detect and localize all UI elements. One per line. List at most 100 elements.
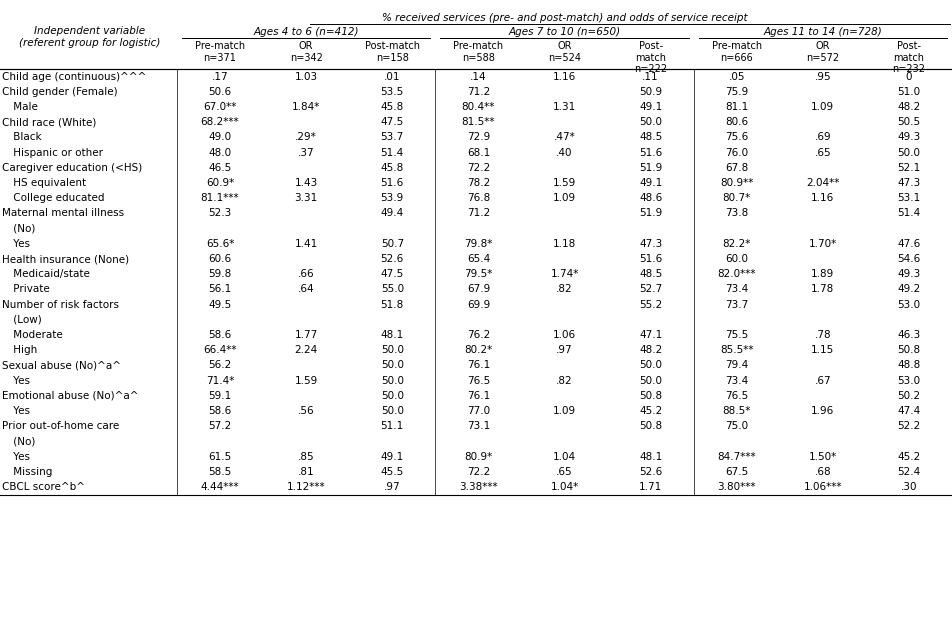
Text: 45.8: 45.8 (381, 102, 404, 112)
Text: 3.80***: 3.80*** (718, 482, 756, 492)
Text: Child gender (Female): Child gender (Female) (2, 87, 118, 97)
Text: Post-match
n=158: Post-match n=158 (365, 41, 420, 62)
Text: 51.6: 51.6 (639, 148, 663, 158)
Text: .82: .82 (556, 284, 573, 294)
Text: 45.5: 45.5 (381, 467, 404, 477)
Text: 76.8: 76.8 (466, 193, 490, 203)
Text: Pre-match
n=588: Pre-match n=588 (453, 41, 504, 62)
Text: 49.3: 49.3 (898, 132, 921, 142)
Text: 1.04: 1.04 (553, 451, 576, 462)
Text: 51.6: 51.6 (639, 254, 663, 264)
Text: Male: Male (10, 102, 38, 112)
Text: 50.2: 50.2 (898, 391, 921, 401)
Text: .69: .69 (815, 132, 831, 142)
Text: 82.2*: 82.2* (723, 239, 751, 249)
Text: 73.8: 73.8 (725, 208, 748, 219)
Text: 65.4: 65.4 (466, 254, 490, 264)
Text: 76.0: 76.0 (725, 148, 748, 158)
Text: Emotional abuse (No)^a^: Emotional abuse (No)^a^ (2, 391, 138, 401)
Text: 67.5: 67.5 (725, 467, 748, 477)
Text: 52.4: 52.4 (898, 467, 921, 477)
Text: Yes: Yes (10, 239, 30, 249)
Text: .64: .64 (298, 284, 314, 294)
Text: 75.0: 75.0 (725, 421, 748, 431)
Text: 79.8*: 79.8* (465, 239, 492, 249)
Text: 61.5: 61.5 (208, 451, 231, 462)
Text: 79.4: 79.4 (725, 360, 748, 370)
Text: 80.6: 80.6 (725, 117, 748, 127)
Text: 1.03: 1.03 (294, 71, 318, 82)
Text: .17: .17 (211, 71, 228, 82)
Text: Yes: Yes (10, 451, 30, 462)
Text: Ages 11 to 14 (n=728): Ages 11 to 14 (n=728) (764, 27, 883, 37)
Text: 76.5: 76.5 (466, 376, 490, 386)
Text: Ages 4 to 6 (n=412): Ages 4 to 6 (n=412) (253, 27, 359, 37)
Text: 1.16: 1.16 (553, 71, 576, 82)
Text: 73.4: 73.4 (725, 376, 748, 386)
Text: 1.74*: 1.74* (550, 269, 579, 279)
Text: Child age (continuous)^^^: Child age (continuous)^^^ (2, 71, 147, 82)
Text: 52.3: 52.3 (208, 208, 231, 219)
Text: 49.1: 49.1 (639, 102, 663, 112)
Text: 82.0***: 82.0*** (718, 269, 756, 279)
Text: 47.5: 47.5 (381, 117, 404, 127)
Text: 60.0: 60.0 (725, 254, 748, 264)
Text: 4.44***: 4.44*** (201, 482, 239, 492)
Text: 52.6: 52.6 (639, 467, 663, 477)
Text: 75.6: 75.6 (725, 132, 748, 142)
Text: 1.59: 1.59 (553, 178, 576, 188)
Text: 53.5: 53.5 (381, 87, 404, 97)
Text: 50.8: 50.8 (639, 391, 663, 401)
Text: Health insurance (None): Health insurance (None) (2, 254, 129, 264)
Text: High: High (10, 345, 37, 355)
Text: 1.18: 1.18 (553, 239, 576, 249)
Text: 48.6: 48.6 (639, 193, 663, 203)
Text: 49.0: 49.0 (208, 132, 231, 142)
Text: 76.1: 76.1 (466, 391, 490, 401)
Text: 71.2: 71.2 (466, 87, 490, 97)
Text: 71.4*: 71.4* (206, 376, 234, 386)
Text: Prior out-of-home care: Prior out-of-home care (2, 421, 119, 431)
Text: 48.1: 48.1 (639, 451, 663, 462)
Text: Yes: Yes (10, 376, 30, 386)
Text: 81.1: 81.1 (725, 102, 748, 112)
Text: 50.0: 50.0 (381, 406, 404, 416)
Text: 2.24: 2.24 (294, 345, 318, 355)
Text: 60.9*: 60.9* (206, 178, 234, 188)
Text: 1.77: 1.77 (294, 330, 318, 340)
Text: 51.9: 51.9 (639, 208, 663, 219)
Text: 1.12***: 1.12*** (287, 482, 326, 492)
Text: 52.6: 52.6 (381, 254, 404, 264)
Text: 1.84*: 1.84* (292, 102, 321, 112)
Text: .05: .05 (728, 71, 745, 82)
Text: 1.09: 1.09 (553, 406, 576, 416)
Text: 59.8: 59.8 (208, 269, 231, 279)
Text: 73.4: 73.4 (725, 284, 748, 294)
Text: 50.8: 50.8 (639, 421, 663, 431)
Text: 48.2: 48.2 (639, 345, 663, 355)
Text: 51.4: 51.4 (898, 208, 921, 219)
Text: 79.5*: 79.5* (465, 269, 492, 279)
Text: Moderate: Moderate (10, 330, 63, 340)
Text: 47.3: 47.3 (898, 178, 921, 188)
Text: 50.0: 50.0 (898, 148, 921, 158)
Text: 1.09: 1.09 (553, 193, 576, 203)
Text: 53.9: 53.9 (381, 193, 404, 203)
Text: .29*: .29* (295, 132, 317, 142)
Text: OR
n=572: OR n=572 (806, 41, 840, 62)
Text: OR
n=342: OR n=342 (289, 41, 323, 62)
Text: OR
n=524: OR n=524 (548, 41, 581, 62)
Text: 81.5**: 81.5** (462, 117, 495, 127)
Text: 73.7: 73.7 (725, 300, 748, 309)
Text: 60.6: 60.6 (208, 254, 231, 264)
Text: 52.1: 52.1 (898, 163, 921, 173)
Text: (No): (No) (10, 437, 35, 446)
Text: Maternal mental illness: Maternal mental illness (2, 208, 124, 219)
Text: 85.5**: 85.5** (720, 345, 753, 355)
Text: .66: .66 (298, 269, 314, 279)
Text: 50.8: 50.8 (898, 345, 921, 355)
Text: 78.2: 78.2 (466, 178, 490, 188)
Text: Medicaid/state: Medicaid/state (10, 269, 89, 279)
Text: 69.9: 69.9 (466, 300, 490, 309)
Text: 77.0: 77.0 (466, 406, 490, 416)
